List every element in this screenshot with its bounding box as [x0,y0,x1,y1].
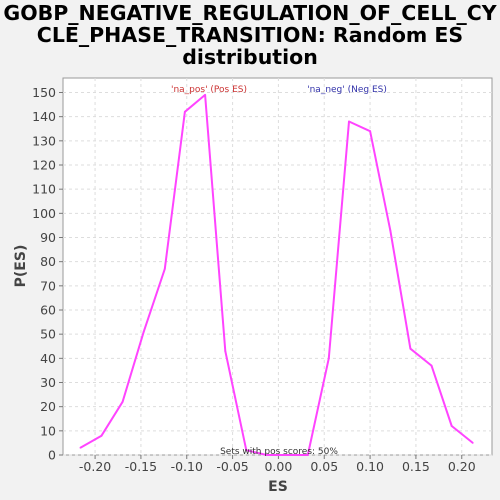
y-tick-label: 110 [32,182,56,197]
y-tick-label: 20 [40,399,56,414]
data-point [163,268,166,270]
data-point [409,347,412,350]
axis-layer: 0 10 20 30 40 50 60 70 80 90 100 110 120 130 140 150 -0.… [32,85,476,474]
data-point [389,229,392,232]
data-point [100,434,103,437]
data-point [245,449,248,452]
y-tick-label: 140 [32,109,56,124]
y-tick-label: 80 [40,254,56,269]
y-tick-label: 30 [40,375,56,390]
data-point [369,130,371,133]
data-point [204,94,206,96]
chart-title-line-1: GOBP_NEGATIVE_REGULATION_OF_CELL_CY [3,1,497,25]
x-tick-label: -0.20 [79,459,111,474]
x-tick-label: 0.10 [356,459,384,474]
y-tick-label: 90 [40,230,56,245]
neg-es-label: 'na_neg' (Neg ES) [307,85,387,95]
x-tick-label: 0.15 [402,459,430,474]
grid-layer [63,78,492,456]
footer-annotation: Sets with pos scores: 50% [220,447,338,457]
data-point [184,110,186,113]
x-tick-label: 0.20 [448,459,476,474]
data-point [224,350,227,352]
x-tick-label: -0.15 [125,459,157,474]
data-point [79,446,82,449]
y-tick-label: 120 [32,158,56,173]
x-tick-label: 0.00 [264,459,292,474]
pos-es-label: 'na_pos' (Pos ES) [171,85,247,95]
plot-area [62,77,493,456]
data-point [265,454,268,456]
y-tick-label: 10 [40,423,56,438]
y-tick-label: 70 [40,278,56,293]
x-tick-label: -0.10 [171,459,203,474]
data-point [142,330,145,333]
series-line [79,93,474,456]
y-tick-label: 40 [40,351,56,366]
data-point [348,120,350,123]
y-tick-label: 130 [32,133,56,148]
y-tick-label: 100 [32,206,56,221]
chart-title-line-2: CLE_PHASE_TRANSITION: Random ES [36,23,464,47]
data-point [121,400,124,403]
data-point [430,364,433,367]
data-point [306,454,309,456]
y-tick-label: 50 [40,327,56,342]
y-tick-label: 150 [32,85,56,100]
series-layer [79,93,474,456]
y-axis-label: P(ES) [13,245,29,288]
data-point [450,425,453,427]
chart-title: GOBP_NEGATIVE_REGULATION_OF_CELL_CY CLE_… [0,2,500,68]
chart-title-line-3: distribution [182,45,318,69]
y-tick-label: 0 [48,448,56,463]
x-axis-label: ES [268,479,288,495]
data-point [327,357,330,360]
x-tick-label: -0.05 [216,459,248,474]
data-point [471,442,474,444]
data-point [286,454,289,456]
x-tick-label: 0.05 [310,459,338,474]
y-tick-label: 60 [40,303,56,318]
